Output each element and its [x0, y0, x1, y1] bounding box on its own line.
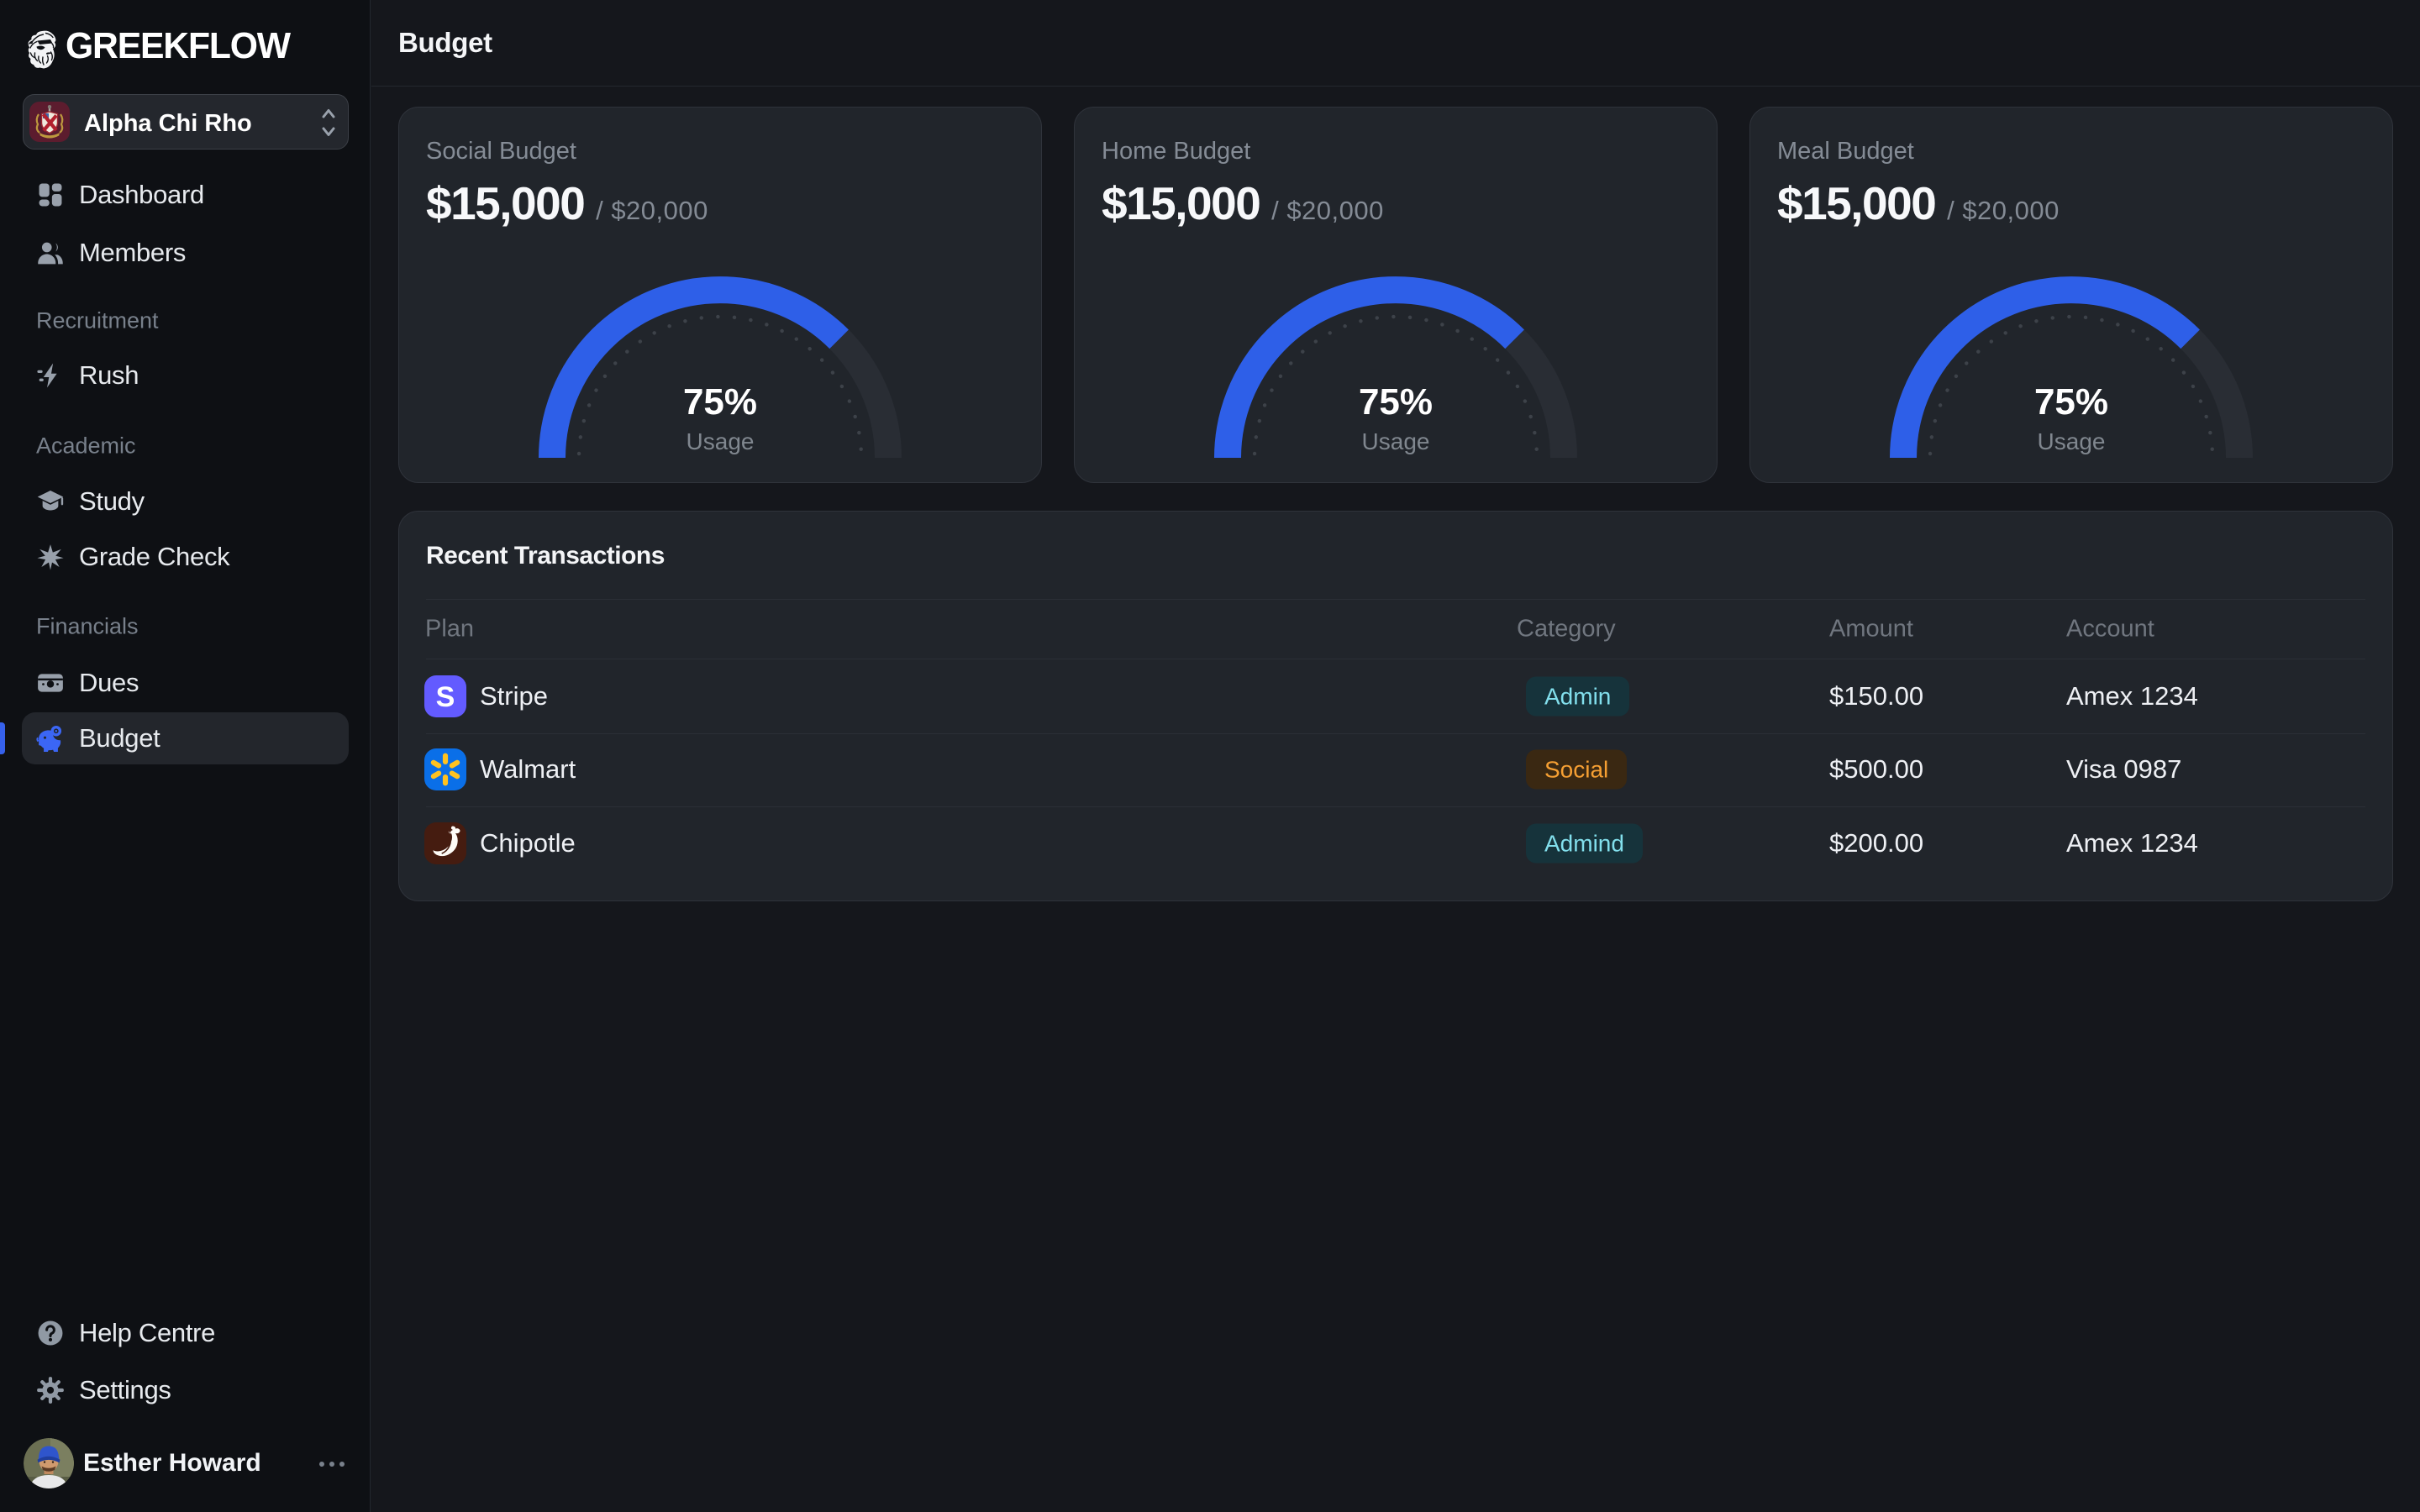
svg-text:S: S [436, 681, 455, 713]
